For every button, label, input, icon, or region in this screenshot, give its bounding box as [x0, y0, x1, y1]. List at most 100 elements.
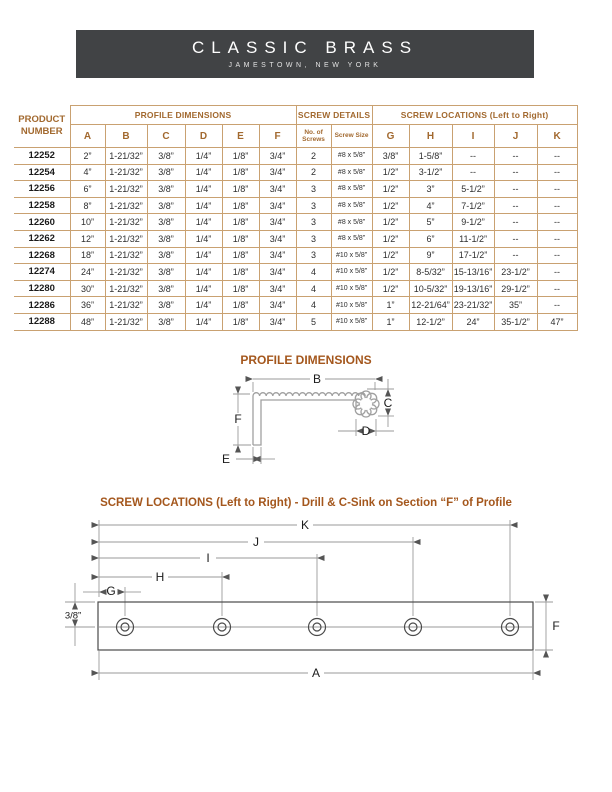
spec-cell: #10 x 5/8” [330, 263, 373, 281]
table-row: 12280 30” 1-21/32” 3/8” 1/4” 1/8” 3/4” 4 #10 x 5… [14, 279, 578, 298]
screw-hole [115, 617, 135, 637]
col-header-j: J [493, 124, 538, 148]
spec-cell: 12” [69, 229, 106, 248]
spec-cell: #8 x 5/8” [330, 147, 373, 165]
product-number-cell: 12256 [14, 180, 71, 198]
spec-cell: 1/8” [221, 312, 260, 331]
screw-hole-inner [505, 622, 515, 632]
spec-cell: 1/4” [184, 229, 223, 248]
spec-cell: 47” [536, 312, 578, 331]
spec-cell: 1/2” [371, 180, 410, 198]
spec-cell: -- [536, 229, 578, 248]
screw-hole [403, 617, 423, 637]
dim-label-j: J [253, 535, 259, 549]
spec-cell: #8 x 5/8” [330, 163, 373, 182]
screw-holes [115, 617, 520, 637]
bar-outline [97, 601, 534, 651]
spec-cell: 1-21/32” [104, 296, 148, 314]
spec-cell: 3/4” [258, 246, 297, 265]
col-header-h: H [408, 124, 453, 148]
profile-outline-top [252, 392, 366, 445]
spec-cell: 48” [69, 312, 106, 331]
dim-label-f: F [552, 619, 559, 633]
spec-cell: 1-21/32” [104, 163, 148, 182]
spec-cell: 3/8” [146, 213, 186, 231]
label-gap [231, 413, 245, 426]
product-number-cell: 12268 [14, 246, 71, 265]
spec-cell: 30” [69, 279, 106, 298]
spec-cell: 3/4” [258, 263, 297, 281]
product-number-cell: 12280 [14, 279, 71, 298]
spec-cell: 12-21/64” [408, 296, 453, 314]
spec-cell: 3/8” [146, 246, 186, 265]
spec-cell: 3/8” [146, 163, 186, 182]
col-header-b: B [104, 124, 148, 148]
dim-label-offset: 3/8” [65, 611, 81, 622]
spec-cell: 1/8” [221, 147, 260, 165]
label-gap [248, 536, 264, 548]
product-number-cell: 12258 [14, 196, 71, 215]
product-number-cell: 12288 [14, 312, 71, 331]
screw-locations-heading: SCREW LOCATIONS (Left to Right) - Drill … [100, 497, 512, 509]
spec-cell: 3” [408, 180, 453, 198]
spec-cell: 3/4” [258, 213, 297, 231]
spec-cell: 3/4” [258, 163, 297, 182]
screw-hole-inner [312, 622, 322, 632]
spec-cell: 17-1/2” [451, 246, 495, 265]
spec-cell: 6” [408, 229, 453, 248]
spec-cell: 7-1/2” [451, 196, 495, 215]
product-number-cell: 12260 [14, 213, 71, 231]
spec-cell: 5 [295, 312, 332, 331]
spec-cell: 1/4” [184, 163, 223, 182]
spec-cell: 4 [295, 279, 332, 298]
spec-cell: 1/8” [221, 229, 260, 248]
spec-cell: 1-21/32” [104, 312, 148, 331]
spec-cell: -- [451, 163, 495, 182]
spec-cell: #8 x 5/8” [330, 180, 373, 198]
spec-cell: 1/8” [221, 279, 260, 298]
spec-cell: -- [536, 213, 578, 231]
dim-label-h: H [156, 570, 165, 584]
brand-title: CLASSIC BRASS [191, 38, 419, 57]
dim-label-k: K [301, 518, 309, 532]
spec-cell: 24” [451, 312, 495, 331]
spec-cell: 3/8” [146, 196, 186, 215]
spec-cell: 2 [295, 163, 332, 182]
col-header-c: C [146, 124, 186, 148]
spec-cell: 3 [295, 246, 332, 265]
spec-cell: 3/8” [146, 279, 186, 298]
col-header-f: F [258, 124, 297, 148]
spec-cell: 3/8” [146, 312, 186, 331]
spec-table-container: PRODUCT NUMBER PROFILE DIMENSIONS SCREW … [14, 105, 578, 331]
dim-label-f: F [234, 412, 241, 426]
spec-cell: -- [493, 180, 538, 198]
spec-cell: 1/4” [184, 312, 223, 331]
spec-cell: 9-1/2” [451, 213, 495, 231]
table-row: 12268 18” 1-21/32” 3/8” 1/4” 1/8” 3/4” 3 #10 x 5… [14, 246, 578, 265]
spec-cell: 1/2” [371, 263, 410, 281]
spec-cell: #8 x 5/8” [330, 213, 373, 231]
table-row: 12256 6” 1-21/32” 3/8” 1/4” 1/8” 3/4” 3 #8 x 5/8… [14, 180, 578, 198]
spec-cell: -- [536, 180, 578, 198]
spec-cell: 1/4” [184, 213, 223, 231]
spec-cell: 29-1/2” [493, 279, 538, 298]
screw-hole-inner [217, 622, 227, 632]
profile-dimensions-heading: PROFILE DIMENSIONS [240, 353, 372, 367]
spec-cell: 1/4” [184, 279, 223, 298]
screw-hole [307, 617, 327, 637]
spec-cell: 1/4” [184, 147, 223, 165]
spec-cell: 3/4” [258, 196, 297, 215]
spec-cell: 6” [69, 180, 106, 198]
profile-dimensions-group-header: PROFILE DIMENSIONS [69, 105, 297, 125]
table-row: 12254 4” 1-21/32” 3/8” 1/4” 1/8” 3/4” 2 #8 x 5/8… [14, 163, 578, 182]
product-number-cell: 12252 [14, 147, 71, 165]
spec-cell: 4” [408, 196, 453, 215]
spec-cell: #10 x 5/8” [330, 312, 373, 331]
spec-cell: 5-1/2” [451, 180, 495, 198]
spec-cell: #10 x 5/8” [330, 246, 373, 265]
spec-cell: 11-1/2” [451, 229, 495, 248]
table-row: 12288 48” 1-21/32” 3/8” 1/4” 1/8” 3/4” 5 #10 x 5… [14, 312, 578, 331]
spec-cell: 3 [295, 229, 332, 248]
product-number-cell: 12274 [14, 263, 71, 281]
spec-cell: 1/4” [184, 180, 223, 198]
